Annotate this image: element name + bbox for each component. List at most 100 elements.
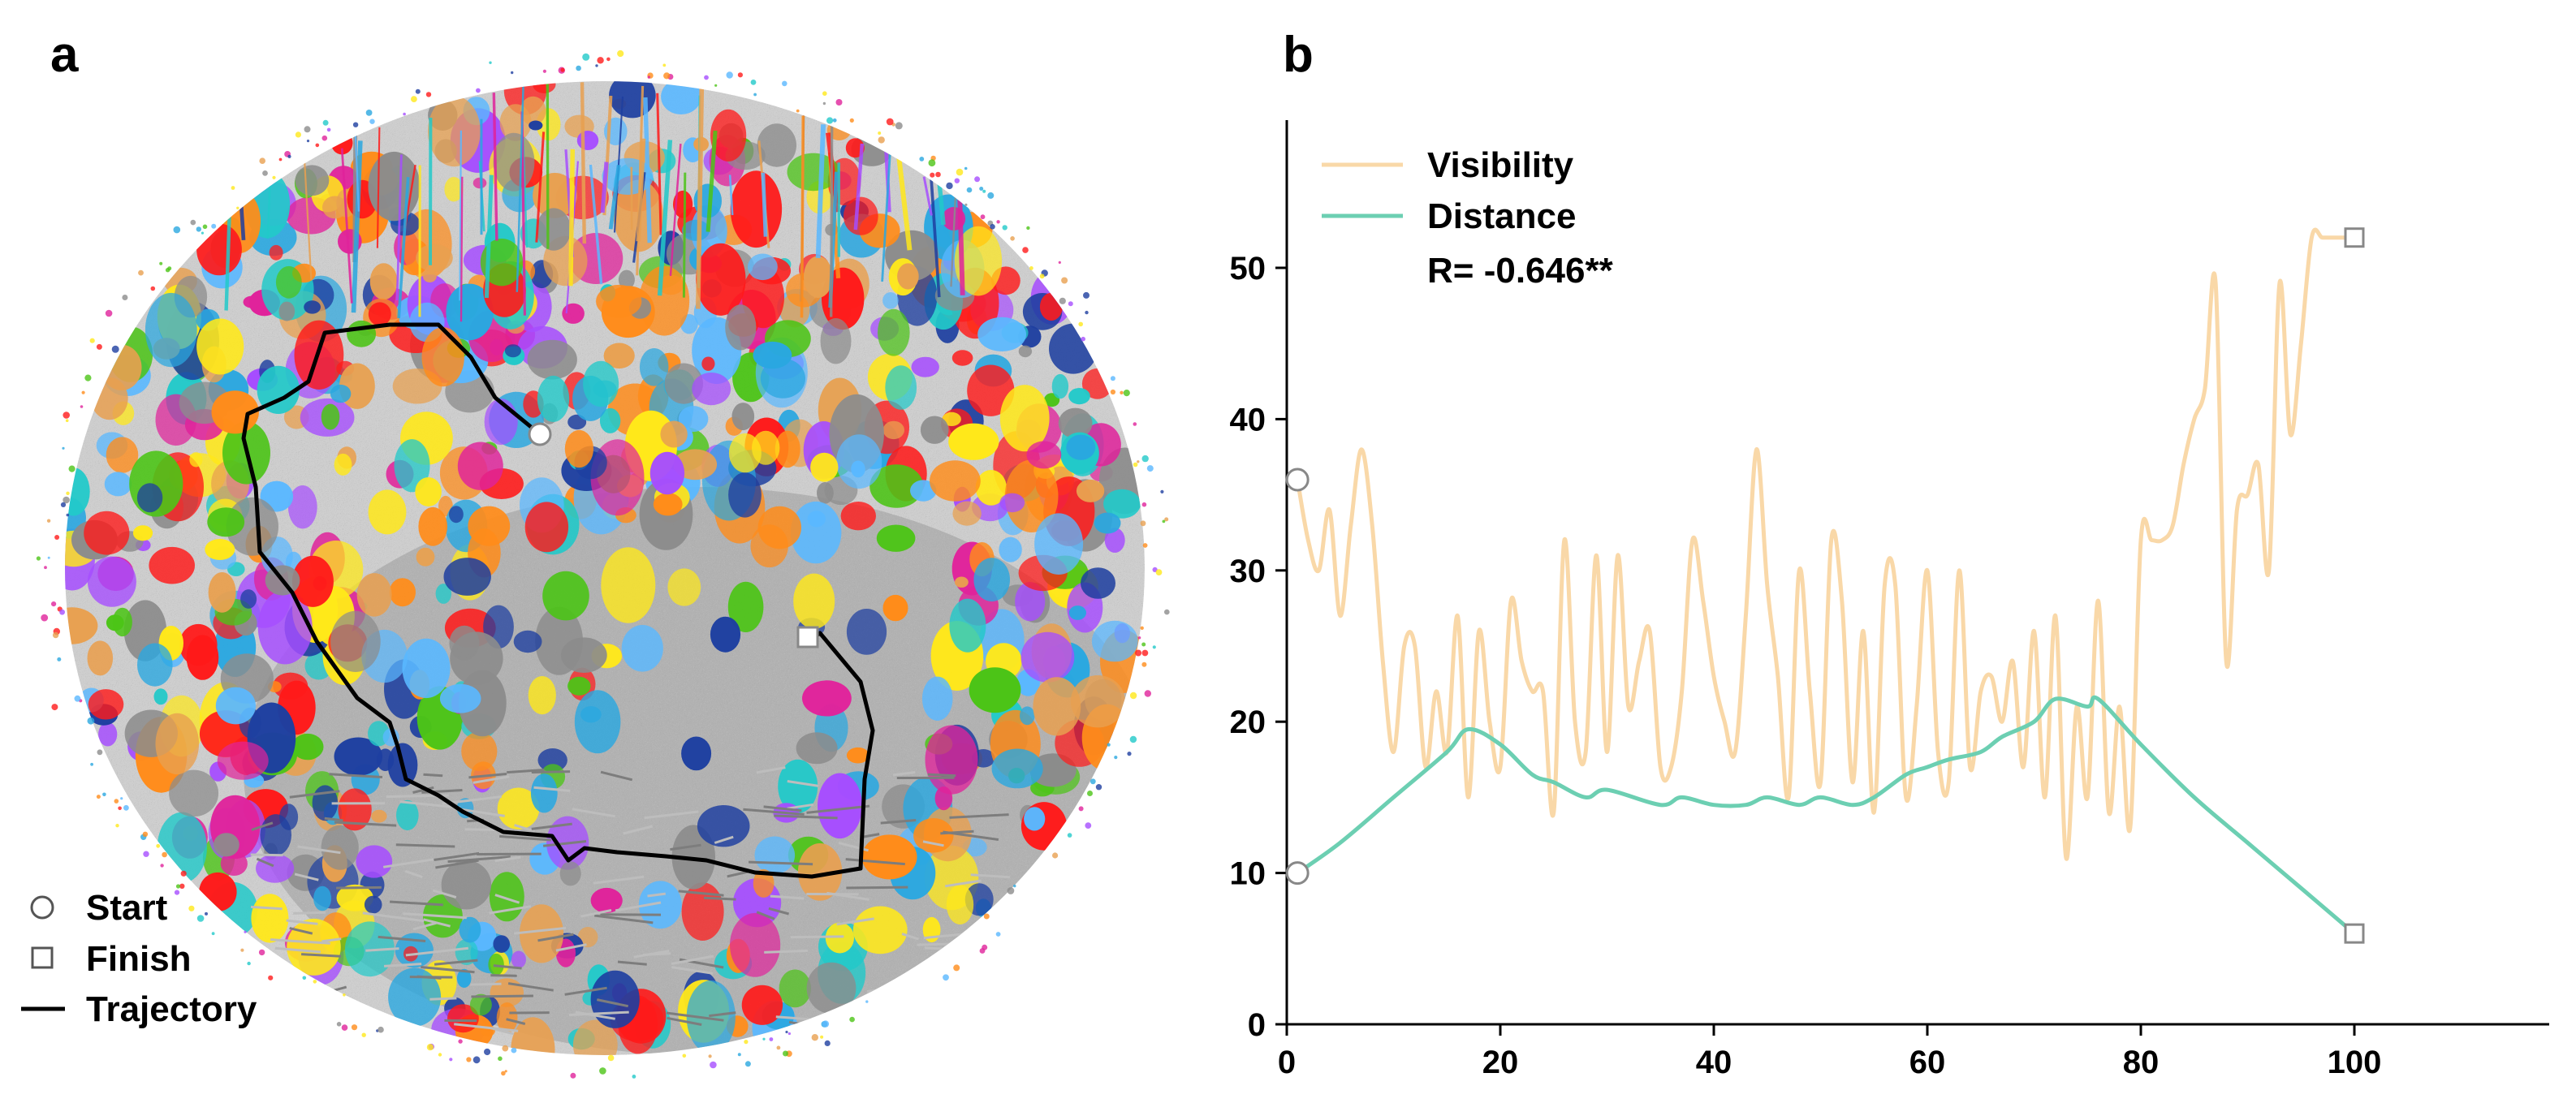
tree-point-cluster [977,317,1026,351]
ground-points [289,790,340,799]
ground-points [880,819,917,825]
tree-trunk-points [535,131,546,243]
rim-point [769,1037,774,1041]
chart-legend: Visibility Distance R= -0.646** [1322,145,1614,291]
rim-point [1146,465,1154,472]
tree-point-cluster [852,906,908,954]
rim-point [511,1047,517,1054]
start-marker [528,422,552,446]
ground-points [362,911,425,923]
rim-point [143,851,149,857]
rim-point [1164,517,1169,522]
rim-point [1162,519,1166,524]
tree-point-cluster [291,733,324,761]
tree-point-cluster [369,263,398,300]
tree-point-cluster [402,638,451,699]
tree-point-cluster [480,239,524,287]
ground-points [507,769,545,774]
ground-points [293,911,326,915]
ground-points [416,975,442,980]
rim-point [150,286,156,291]
tree-point-cluster [925,725,978,795]
ground-points [615,901,662,912]
rim-point [726,71,733,79]
tree-point-cluster [1018,345,1033,358]
rim-point [744,1040,749,1045]
ground-points [678,890,724,897]
ground-points [378,935,426,942]
rim-point [979,187,984,191]
y-tick-label: 40 [1230,402,1266,437]
ground-points [647,892,666,898]
rim-point [268,975,274,980]
rim-point [287,154,291,158]
tree-point-cluster [537,748,567,773]
rim-point [96,343,102,350]
tree-point-cluster [601,547,656,623]
rim-point [105,309,113,317]
tree-point-cluster [334,737,383,776]
rim-point [787,1032,792,1036]
tree-point-cluster [153,688,168,705]
tree-point-cluster [1104,528,1125,553]
tree-point-cluster [65,607,98,644]
ground-points [970,873,1011,879]
rim-point [1140,626,1144,630]
rim-point [175,884,181,889]
ground-points [533,786,571,792]
tree-trunk-points [761,172,768,237]
rim-point [980,214,986,220]
tree-point-cluster [885,365,917,410]
rim-point [1007,887,1015,894]
tree-point-cluster [728,472,762,518]
tree-point-cluster [533,173,577,218]
tree-point-cluster [439,683,481,713]
rim-point [576,65,581,71]
rim-point [302,976,307,980]
tree-point-cluster [948,423,999,460]
tree-point-cluster [621,625,663,672]
rim-point [498,1056,503,1062]
rim-point [44,566,47,570]
tree-point-cluster [1070,675,1125,728]
tree-point-cluster [790,501,842,564]
rim-point [262,170,268,176]
ground-points [384,963,422,967]
ground-points [423,918,451,928]
tree-trunk-points [224,84,239,219]
rim-point [1002,225,1008,231]
tree-point-cluster [638,881,682,929]
tree-point-cluster [356,573,392,617]
tree-point-cluster [836,434,882,489]
rim-point [142,831,149,838]
tree-point-cluster [243,295,261,308]
tree-point-cluster [504,344,521,358]
tree-point-cluster [104,472,132,497]
rim-point [51,601,57,607]
rim-point [211,223,217,229]
tree-point-cluster [1020,706,1035,726]
series-line-distance [1296,695,2356,936]
rim-point [159,261,163,265]
tree-point-cluster [667,568,701,606]
rim-point [426,1044,434,1051]
ground-points [251,821,274,831]
ground-points [848,1025,894,1032]
rim-point [179,883,185,890]
rim-point [826,117,834,124]
rim-point [1129,735,1137,743]
rim-point [60,502,67,508]
rim-point [1142,543,1148,548]
tree-point-cluster [418,506,447,546]
tree-point-cluster [496,1002,518,1033]
tree-trunk-points [516,85,524,292]
tree-point-cluster [519,904,564,963]
tree-point-cluster [443,558,491,596]
tree-point-cluster [710,109,747,162]
tree-point-cluster [787,153,840,192]
tree-point-cluster [753,868,775,898]
tree-point-cluster [472,177,487,189]
tree-point-cluster [661,81,701,114]
tree-point-cluster [490,338,503,355]
